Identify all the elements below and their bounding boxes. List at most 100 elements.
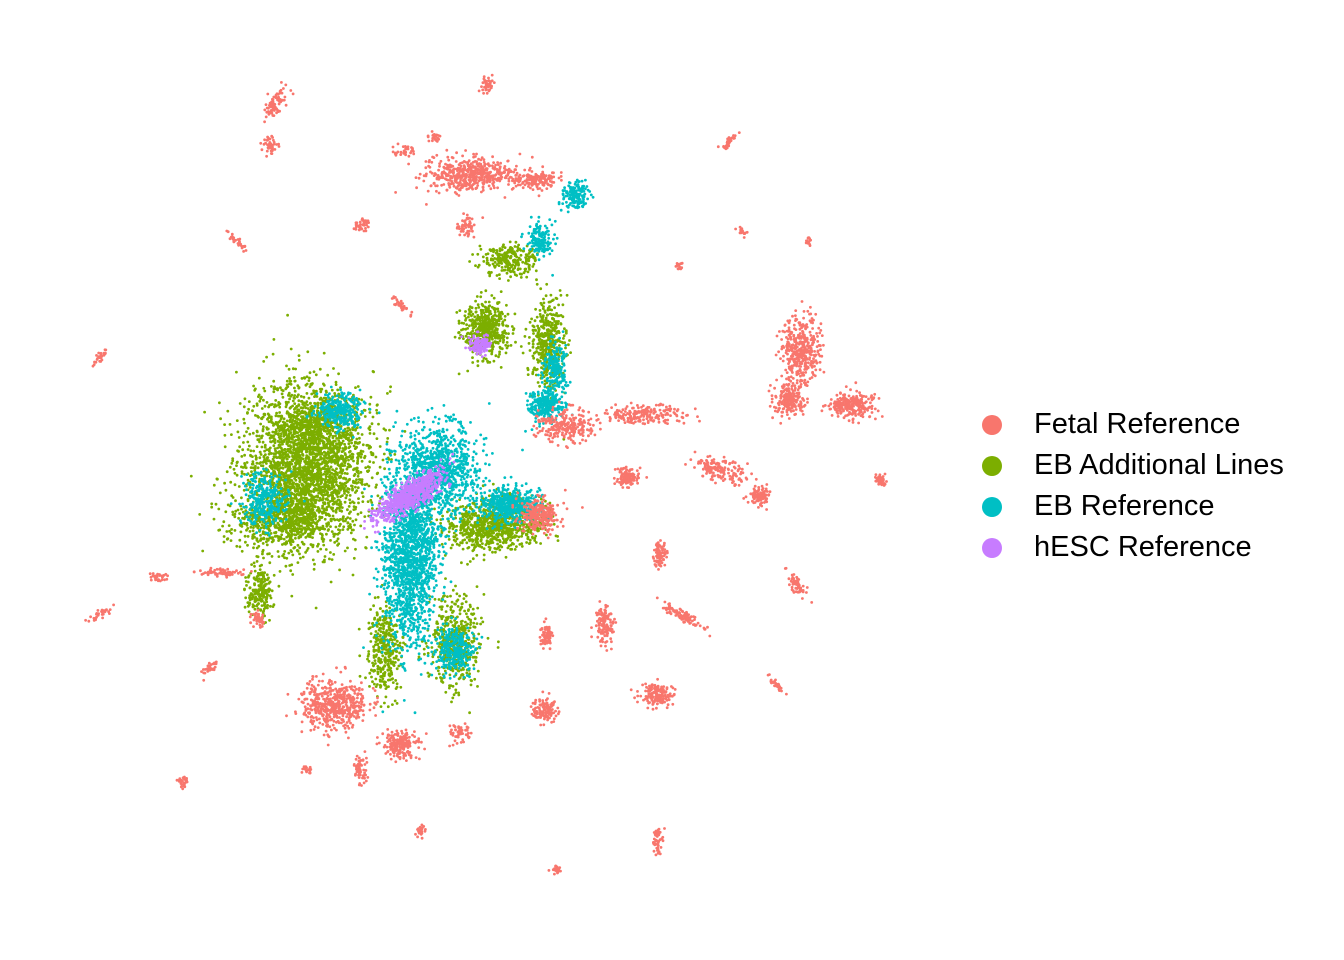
data-point [237,450,241,453]
data-point [539,497,543,501]
data-point [300,528,304,531]
data-point [500,545,504,549]
data-point [230,433,233,436]
data-point [364,546,367,549]
data-point [330,388,334,392]
data-point [444,690,448,694]
data-point [218,401,221,405]
data-point [488,521,492,524]
data-point [289,543,293,546]
data-point [344,437,348,440]
data-point [296,449,299,453]
data-point [309,490,313,493]
data-point [474,656,478,659]
data-point [305,549,309,552]
data-point [332,553,336,556]
data-point [461,522,465,525]
data-point [491,530,495,533]
data-point [243,462,247,465]
data-point [284,400,288,404]
data-point [337,502,341,505]
data-point [314,402,317,406]
data-point [272,459,276,463]
data-point [319,486,322,490]
data-point [449,608,453,612]
data-point [456,605,460,608]
data-point [343,471,347,475]
data-point [276,414,280,418]
data-point [456,598,460,602]
data-point [297,422,301,426]
data-point [440,608,444,611]
data-point [328,451,332,455]
data-point [348,523,352,526]
data-point [293,519,297,523]
data-point [368,466,371,469]
data-point [235,473,239,477]
data-point [302,424,306,427]
data-point [334,480,338,484]
data-point [282,434,286,438]
data-point [292,441,296,445]
data-point [309,421,313,424]
data-point [267,420,271,424]
data-point [342,483,346,486]
data-point [296,431,300,434]
data-point [297,404,301,407]
data-point [376,403,379,407]
data-point [308,371,312,375]
data-point [507,529,510,533]
data-point [243,453,247,457]
data-point [314,498,318,502]
data-point [296,426,299,430]
data-point [342,515,345,519]
data-point [346,429,350,433]
data-point [255,456,258,460]
data-point [289,525,293,528]
data-point [277,456,280,459]
data-point [350,457,353,461]
data-point [305,382,309,386]
data-point [240,465,243,469]
data-point [286,441,290,445]
data-point [324,389,328,393]
data-point [287,367,291,371]
data-point [345,494,349,497]
data-point [459,531,462,535]
data-point [361,495,365,498]
data-point [316,480,320,484]
data-point [346,462,350,466]
data-point [476,606,480,610]
data-point [261,550,264,554]
data-point [279,432,283,436]
data-point [468,711,471,715]
data-point [277,401,281,404]
data-point [486,636,490,640]
data-point [270,555,274,558]
data-point [262,398,265,402]
data-point [228,465,232,469]
data-point [330,460,333,464]
data-point [465,541,469,545]
data-point [332,472,335,476]
data-point [223,445,227,449]
data-point [261,440,265,444]
data-point [336,532,340,536]
data-point [437,672,441,676]
data-point [341,494,344,497]
data-point [304,459,307,463]
data-point [300,424,303,427]
data-point [296,413,300,417]
data-point [494,550,497,554]
data-point [323,560,326,564]
data-point [281,453,285,456]
data-point [296,516,300,520]
data-point [308,469,311,473]
data-point [303,446,306,449]
data-point [272,513,276,517]
data-point [473,625,477,629]
data-point [302,376,306,380]
data-point [296,561,300,564]
data-point [460,561,463,565]
data-point [364,466,368,469]
